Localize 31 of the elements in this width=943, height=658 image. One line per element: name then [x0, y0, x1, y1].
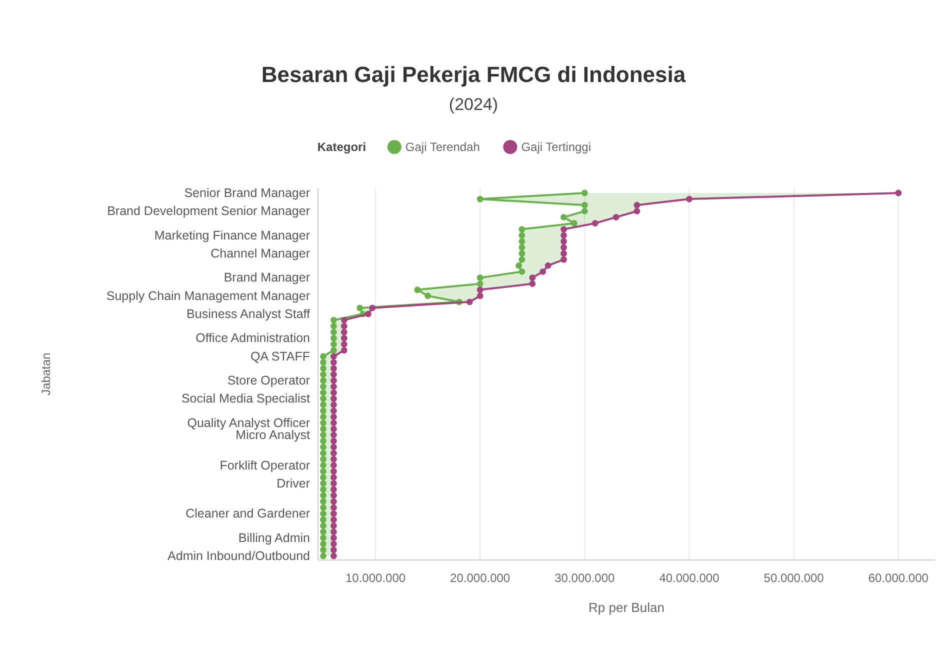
x-axis-title: Rp per Bulan	[588, 600, 664, 615]
y-tick-label: Office Administration	[196, 331, 310, 346]
y-tick-label: Forklift Operator	[220, 458, 310, 472]
y-tick-label: Supply Chain Management Manager	[106, 288, 310, 303]
y-tick-label: Store Operator	[227, 374, 310, 388]
legend-label: Gaji Tertinggi	[521, 140, 592, 154]
legend-label: Gaji Terendah	[405, 140, 480, 154]
x-tick-label: 20.000.000	[450, 571, 510, 585]
x-tick-label: 60.000.000	[868, 571, 929, 585]
y-axis-title: Jabatan	[39, 352, 53, 396]
x-tick-label: 40.000.000	[659, 571, 720, 585]
y-tick-label: Social Media Specialist	[181, 392, 311, 406]
x-tick-label: 30.000.000	[554, 571, 616, 585]
y-tick-label: Brand Development Senior Manager	[107, 204, 310, 218]
x-tick-label: 10.000.000	[345, 571, 406, 585]
y-tick-label: Senior Brand Manager	[184, 186, 310, 200]
y-tick-label: QA STAFF	[250, 349, 310, 364]
y-tick-label: Business Analyst Staff	[186, 307, 311, 321]
y-tick-label: Admin Inbound/Outbound	[168, 549, 310, 563]
y-tick-label: Billing Admin	[238, 530, 310, 545]
chart-title: Besaran Gaji Pekerja FMCG di Indonesia	[261, 62, 686, 87]
y-tick-label: Quality Analyst Officer	[187, 416, 310, 430]
y-tick-label: Channel Manager	[210, 246, 310, 260]
chart-subtitle: (2024)	[448, 95, 498, 114]
y-tick-label: Marketing Finance Manager	[154, 228, 310, 242]
x-tick-label: 50.000.000	[764, 571, 824, 585]
y-tick-label: Cleaner and Gardener	[186, 506, 310, 521]
y-tick-label: Driver	[276, 476, 310, 490]
y-tick-label: Micro Analyst	[236, 428, 311, 442]
legend-title: Kategori	[317, 140, 366, 154]
y-tick-label: Brand Manager	[224, 270, 310, 285]
